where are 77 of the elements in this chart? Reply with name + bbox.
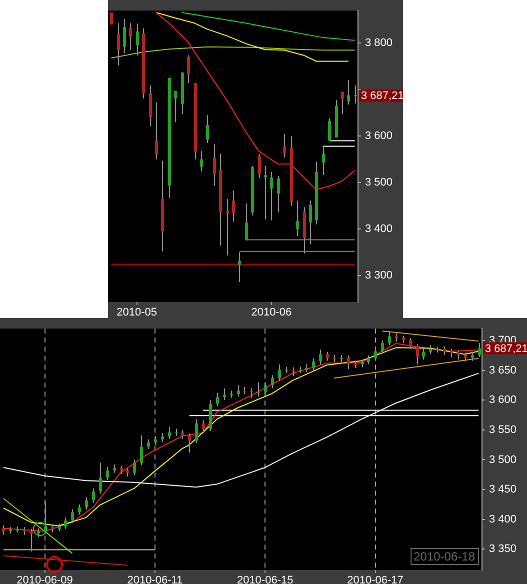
candlestick <box>354 84 357 104</box>
candlestick <box>341 91 344 115</box>
candlestick <box>319 348 322 365</box>
candlestick <box>187 54 190 84</box>
candlestick <box>478 342 481 358</box>
candlestick <box>195 418 198 444</box>
candlestick <box>174 90 177 123</box>
candlestick <box>206 114 209 144</box>
candlestick <box>347 354 350 370</box>
candlestick <box>216 392 219 407</box>
candlestick <box>106 466 109 480</box>
y-tick-label: 3 800 <box>365 37 393 50</box>
candlestick <box>312 358 315 371</box>
candlestick <box>64 517 67 530</box>
candlestick <box>388 330 391 346</box>
candlestick <box>147 438 150 450</box>
text: 3 687,21 <box>361 90 404 102</box>
candlestick <box>85 496 88 510</box>
candlestick <box>347 79 350 105</box>
x-tick-label: 2010-06-09 <box>16 574 73 584</box>
y-tick-label: 3 450 <box>489 484 517 496</box>
annotation: 2010-06-18 <box>414 549 476 564</box>
candlestick <box>374 347 377 362</box>
candlestick <box>92 488 95 504</box>
candlestick <box>140 434 143 466</box>
candlestick <box>278 364 281 382</box>
candlestick <box>175 428 178 436</box>
y-tick-label: 3 650 <box>489 364 517 376</box>
y-tick-label: 3 350 <box>489 543 517 556</box>
candlestick <box>328 118 331 142</box>
x-tick-label: 2010-06-11 <box>127 574 183 584</box>
candlestick <box>271 374 274 389</box>
candlestick <box>2 524 5 536</box>
x-tick-label: 2010-06-15 <box>236 574 294 584</box>
candlestick <box>232 190 235 222</box>
candlestick <box>237 384 240 398</box>
y-tick-label: 3 300 <box>365 270 393 282</box>
candlestick <box>322 146 325 176</box>
candlestick <box>188 433 191 454</box>
candlestick <box>257 382 260 398</box>
y-tick-label: 3 600 <box>489 394 517 406</box>
x-tick-label: 2010-05 <box>116 306 158 319</box>
x-tick-label: 2010-06-17 <box>347 574 404 584</box>
candlestick <box>155 102 158 160</box>
candlestick <box>264 382 267 395</box>
candlestick <box>123 18 126 54</box>
y-tick-label: 3 600 <box>365 130 393 142</box>
y-tick-label: 3 500 <box>365 176 393 189</box>
candlestick <box>168 426 171 440</box>
candlestick <box>422 348 425 360</box>
candlestick <box>264 165 267 220</box>
candlestick <box>71 508 74 524</box>
candlestick <box>213 143 216 186</box>
candlestick <box>202 420 205 433</box>
candlestick <box>258 154 261 179</box>
candlestick <box>129 22 132 51</box>
candlestick <box>270 171 273 221</box>
y-tick-label: 3 400 <box>489 513 517 526</box>
candlestick <box>200 150 203 172</box>
candlestick <box>381 340 384 354</box>
candlestick <box>283 133 286 158</box>
candlestick <box>277 176 280 213</box>
candlestick <box>409 338 412 350</box>
x-tick-label: 2010-06 <box>251 306 292 319</box>
candlestick <box>250 388 253 398</box>
y-tick-label: 3 400 <box>365 223 393 236</box>
y-tick-label: 3 500 <box>489 454 517 466</box>
y-tick-label: 3 550 <box>489 424 517 436</box>
candlestick <box>285 366 288 374</box>
candlestick <box>78 504 81 516</box>
candlestick <box>416 344 419 365</box>
candlestick <box>296 200 299 237</box>
candlestick <box>99 462 102 494</box>
candlestick <box>133 459 136 476</box>
candlestick <box>299 366 302 374</box>
candlestick <box>117 22 120 66</box>
candlestick <box>136 23 139 56</box>
